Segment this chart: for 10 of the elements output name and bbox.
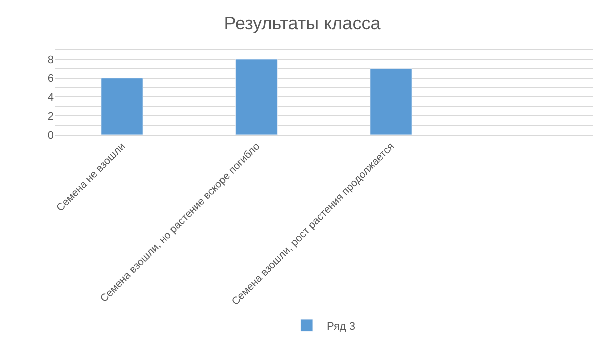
y-tick-label: 0: [48, 130, 54, 142]
bar: [101, 78, 144, 135]
chart-title: Результаты класса: [224, 14, 382, 34]
y-tick-label: 4: [48, 92, 54, 104]
legend-label: Ряд 3: [327, 320, 356, 333]
y-tick-label: 8: [48, 54, 54, 66]
bar: [236, 59, 278, 135]
y-tick-label: 2: [48, 110, 54, 123]
y-tick-label: 6: [48, 73, 54, 86]
bar: [370, 68, 412, 135]
